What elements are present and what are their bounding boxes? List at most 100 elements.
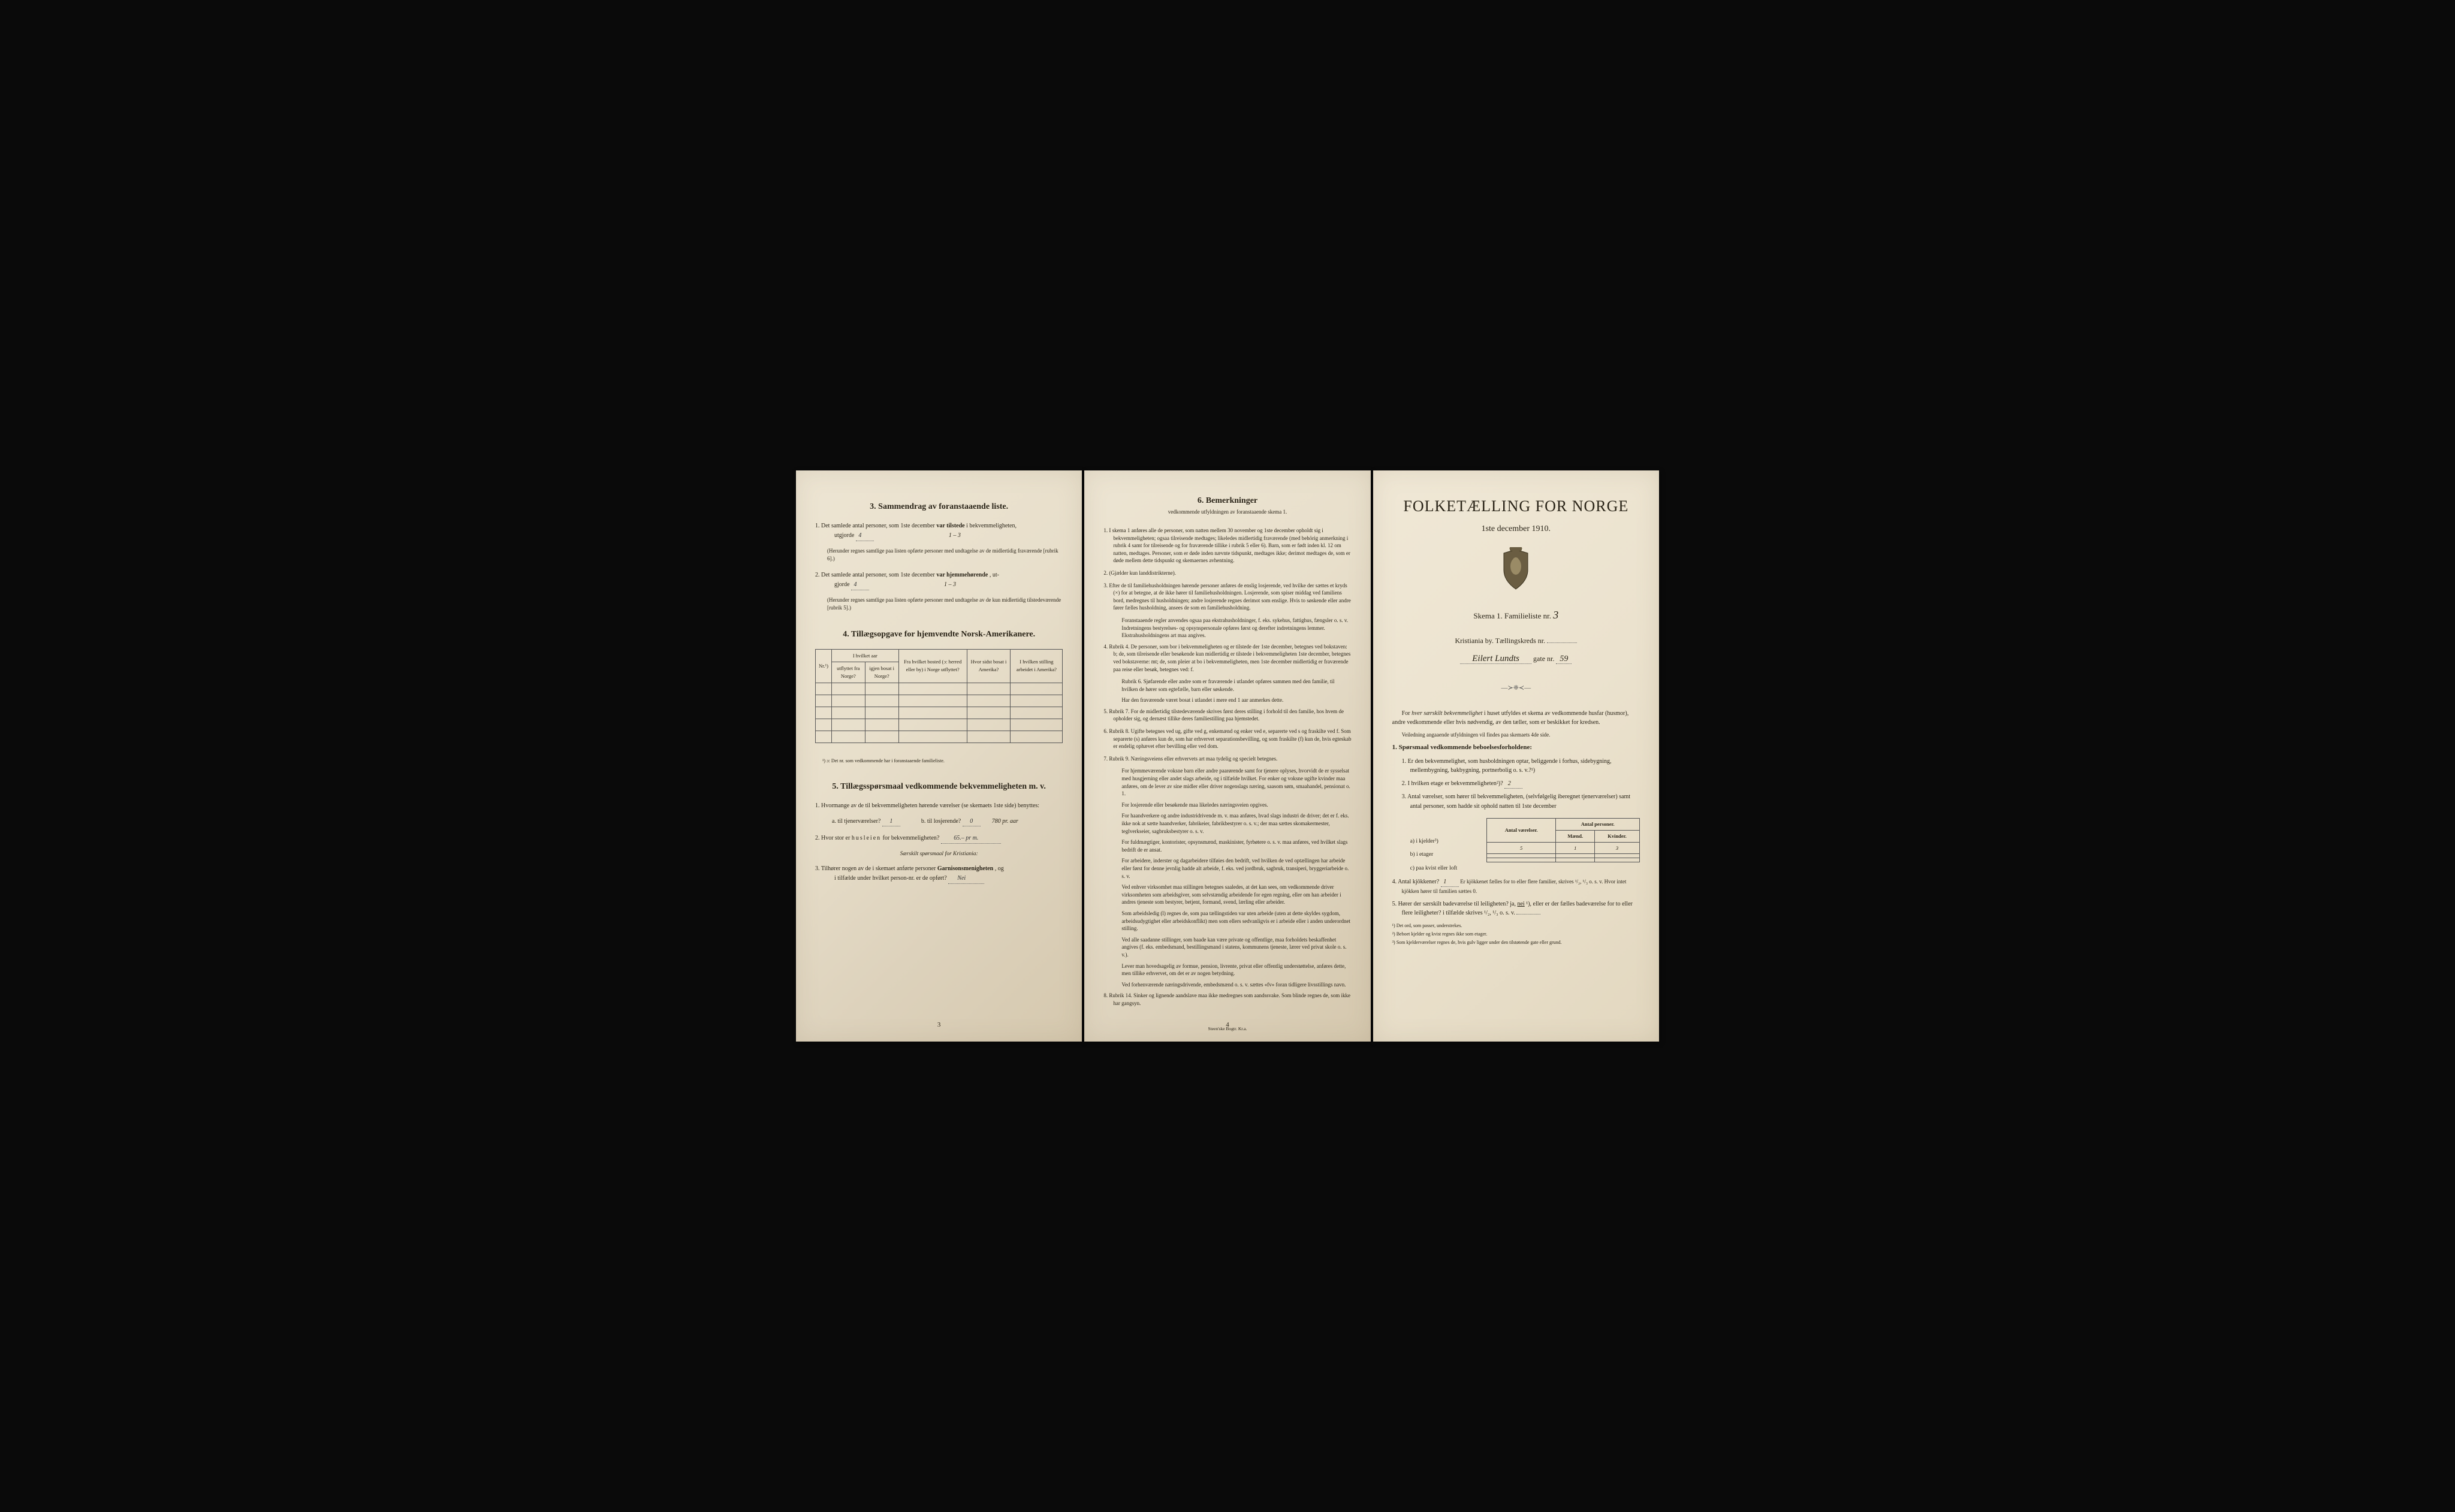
r-q2-pre: 2. I hvilken etage er bekvemmeligheten²)… [1402, 780, 1505, 787]
intro2: Veiledning angaaende utfyldningen vil fi… [1392, 731, 1640, 740]
s3-item2-fill: 4 [851, 580, 869, 590]
s3-item1-fill: 4 [856, 531, 874, 541]
address-street: Eilert Lundts [1460, 654, 1531, 664]
panel-right: FOLKETÆLLING FOR NORGE 1ste december 191… [1373, 470, 1659, 1042]
s3-item1-post: i bekvemmeligheten, [966, 523, 1017, 529]
t3-c-k [1595, 858, 1640, 862]
s3-item2-post: , ut- [990, 572, 999, 578]
section6-sub: vedkommende utfyldningen av foranstaaend… [1103, 508, 1351, 517]
table-row [816, 731, 832, 743]
s3-item2-note: (Herunder regnes samtlige paa listen opf… [815, 596, 1063, 612]
s5-q2-sub: Særskilt spørsmaal for Kristiania: [815, 850, 1063, 858]
r-q5-blank [1516, 914, 1540, 915]
s3-item1-pre: 1. Det samlede antal personer, som 1ste … [815, 523, 936, 529]
s5-q3-fill: Nei [948, 874, 984, 884]
main-body: For hver særskilt bekvemmelighet i huset… [1392, 709, 1640, 811]
s5-q3: 3. Tilhører nogen av de i skemaet anført… [815, 864, 1063, 884]
fn3: ³) Som kjelderværelser regnes de, hvis g… [1392, 939, 1640, 946]
address-mid: gate nr. [1533, 654, 1556, 663]
s6-item7b: For losjerende eller besøkende maa likel… [1103, 801, 1351, 809]
s5-q2: 2. Hvor stor er husleien for bekvemmelig… [815, 834, 1063, 844]
table3-rowlabels: a) i kjelder³) b) i etager c) paa kvist … [1392, 814, 1486, 877]
s3-item2: 2. Det samlede antal personer, som 1ste … [815, 571, 1063, 590]
t3-col-k: Kvinder. [1595, 830, 1640, 842]
s5-q2-post: for bekvemmeligheten? [883, 835, 941, 841]
fn1: ¹) Det ord, som passer, understrekes. [1392, 922, 1640, 929]
s6-item5: 5. Rubrik 7. For de midlertidig tilstede… [1103, 708, 1351, 723]
row-c-label: c) paa kvist eller loft [1392, 864, 1486, 873]
s6-item7e: For arbeidere, inderster og dagarbeidere… [1103, 857, 1351, 880]
table-row [816, 707, 832, 719]
t3-a-m: 1 [1556, 842, 1595, 854]
s6-item7g: Som arbeidsledig (l) regnes de, som paa … [1103, 910, 1351, 932]
r-q1: 1. Er den bekvemmelighet, som husboldnin… [1392, 757, 1640, 775]
s6-item7h: Ved alle saadanne stillinger, som baade … [1103, 936, 1351, 959]
section5-header: 5. Tillægsspørsmaal vedkommende bekvemme… [815, 780, 1063, 793]
kristiania-pre: Kristiania by. Tællingskreds nr. [1455, 636, 1547, 645]
panel-center: 6. Bemerkninger vedkommende utfyldningen… [1084, 470, 1370, 1042]
row-a-label: a) i kjelder³) [1392, 837, 1486, 846]
r-q5: 5. Hører der særskilt badeværelse til le… [1392, 900, 1640, 918]
table-row [816, 719, 832, 731]
table-row [1486, 858, 1639, 862]
q-header: 1. Spørsmaal vedkommende beboelsesforhol… [1392, 743, 1640, 753]
r-q2-fill: 2 [1504, 779, 1522, 789]
s3-item1-margin: 1 – 3 [949, 532, 961, 539]
document-tri-fold: 3. Sammendrag av foranstaaende liste. 1.… [796, 470, 1659, 1042]
skema-fill: 3 [1553, 609, 1558, 621]
fn2: ²) Beboet kjelder og kvist regnes ikke s… [1392, 931, 1640, 938]
table-row: 5 1 3 [1486, 842, 1639, 854]
intro1-em: hver særskilt bekvemmelighet [1412, 710, 1482, 717]
s4-col2b: igjen bosat i Norge? [865, 662, 898, 683]
table-row [1486, 854, 1639, 858]
s6-item4b: Rubrik 6. Sjøfarende eller andre som er … [1103, 678, 1351, 693]
s5-q1-ab: a. til tjenerværelser? 1 b. til losjeren… [815, 817, 1063, 826]
s4-col3: Fra hvilket bosted (ɔ: herred eller by) … [898, 649, 967, 683]
s3-item1: 1. Det samlede antal personer, som 1ste … [815, 521, 1063, 541]
t3-col-m: Mænd. [1556, 830, 1595, 842]
s3-item2-pre: 2. Det samlede antal personer, som 1ste … [815, 572, 936, 578]
skema-line: Skema 1. Familieliste nr. 3 [1392, 607, 1640, 623]
s6-item7j: Ved forhenværende næringsdrivende, embed… [1103, 981, 1351, 989]
s3-item1-line2-pre: utgjorde [825, 532, 856, 539]
section3-header: 3. Sammendrag av foranstaaende liste. [815, 500, 1063, 513]
page-num-3: 3 [937, 1020, 941, 1030]
s3-item2-margin: 1 – 3 [944, 581, 956, 588]
r-q5-underline: nei [1517, 901, 1524, 907]
r-q4: 4. Antal kjökkener? 1 Er kjökkenet fælle… [1392, 877, 1640, 896]
r-q3: 3. Antal værelser, som hører til bekvemm… [1392, 792, 1640, 811]
t3-c-m [1556, 858, 1595, 862]
subtitle: 1ste december 1910. [1392, 523, 1640, 535]
t3-a-k: 3 [1595, 842, 1640, 854]
s6-item3: 3. Efter de til familiehusholdningen hør… [1103, 582, 1351, 612]
kristiania-fill [1547, 642, 1577, 643]
s5-q1a-pre: a. til tjenerværelser? [832, 818, 882, 825]
r-q2: 2. I hvilken etage er bekvemmeligheten²)… [1392, 779, 1640, 789]
t3-b-k [1595, 854, 1640, 858]
t3-b-m [1556, 854, 1595, 858]
address-nr: 59 [1556, 654, 1572, 664]
s3-item1-bold: var tilstede [936, 523, 964, 529]
s6-item7c: For haandverkere og andre industridriven… [1103, 812, 1351, 835]
s5-q3-pre: 3. Tilhører nogen av de i skemaet anført… [815, 865, 937, 872]
footnotes-right: ¹) Det ord, som passer, understrekes. ²)… [1392, 922, 1640, 946]
intro1-pre: For [1402, 710, 1412, 717]
panel-left: 3. Sammendrag av foranstaaende liste. 1.… [796, 470, 1082, 1042]
s6-item7: 7. Rubrik 9. Næringsveiens eller erhverv… [1103, 755, 1351, 763]
r-q4-pre: 4. Antal kjökkener? [1392, 879, 1441, 885]
s3-item2-line2-pre: gjorde [825, 581, 851, 588]
s5-q1b-fill: 0 [963, 817, 981, 826]
s6-item8: 8. Rubrik 14. Sinker og lignende aandsla… [1103, 992, 1351, 1007]
table3: Antal værelser. Antal personer. Mænd. Kv… [1486, 818, 1640, 862]
s5-q3-line2-pre: i tilfælde under hvilket person-nr. er d… [825, 875, 948, 882]
divider-icon: ―≻❈≺― [1392, 683, 1640, 693]
s5-q1: 1. Hvormange av de til bekvemmeligheten … [815, 801, 1063, 811]
table3-wrap: a) i kjelder³) b) i etager c) paa kvist … [1392, 814, 1640, 877]
s4-col4: Hvor sidst bosat i Amerika? [967, 649, 1011, 683]
s5-q1a-fill: 1 [882, 817, 900, 826]
section4-header: 4. Tillægsopgave for hjemvendte Norsk-Am… [815, 628, 1063, 641]
t3-col-vaer: Antal værelser. [1486, 819, 1556, 843]
s4-col2-header: I hvilket aar [832, 649, 899, 662]
after-table: 4. Antal kjökkener? 1 Er kjökkenet fælle… [1392, 877, 1640, 918]
s3-item1-note: (Herunder regnes samtlige paa listen opf… [815, 547, 1063, 563]
